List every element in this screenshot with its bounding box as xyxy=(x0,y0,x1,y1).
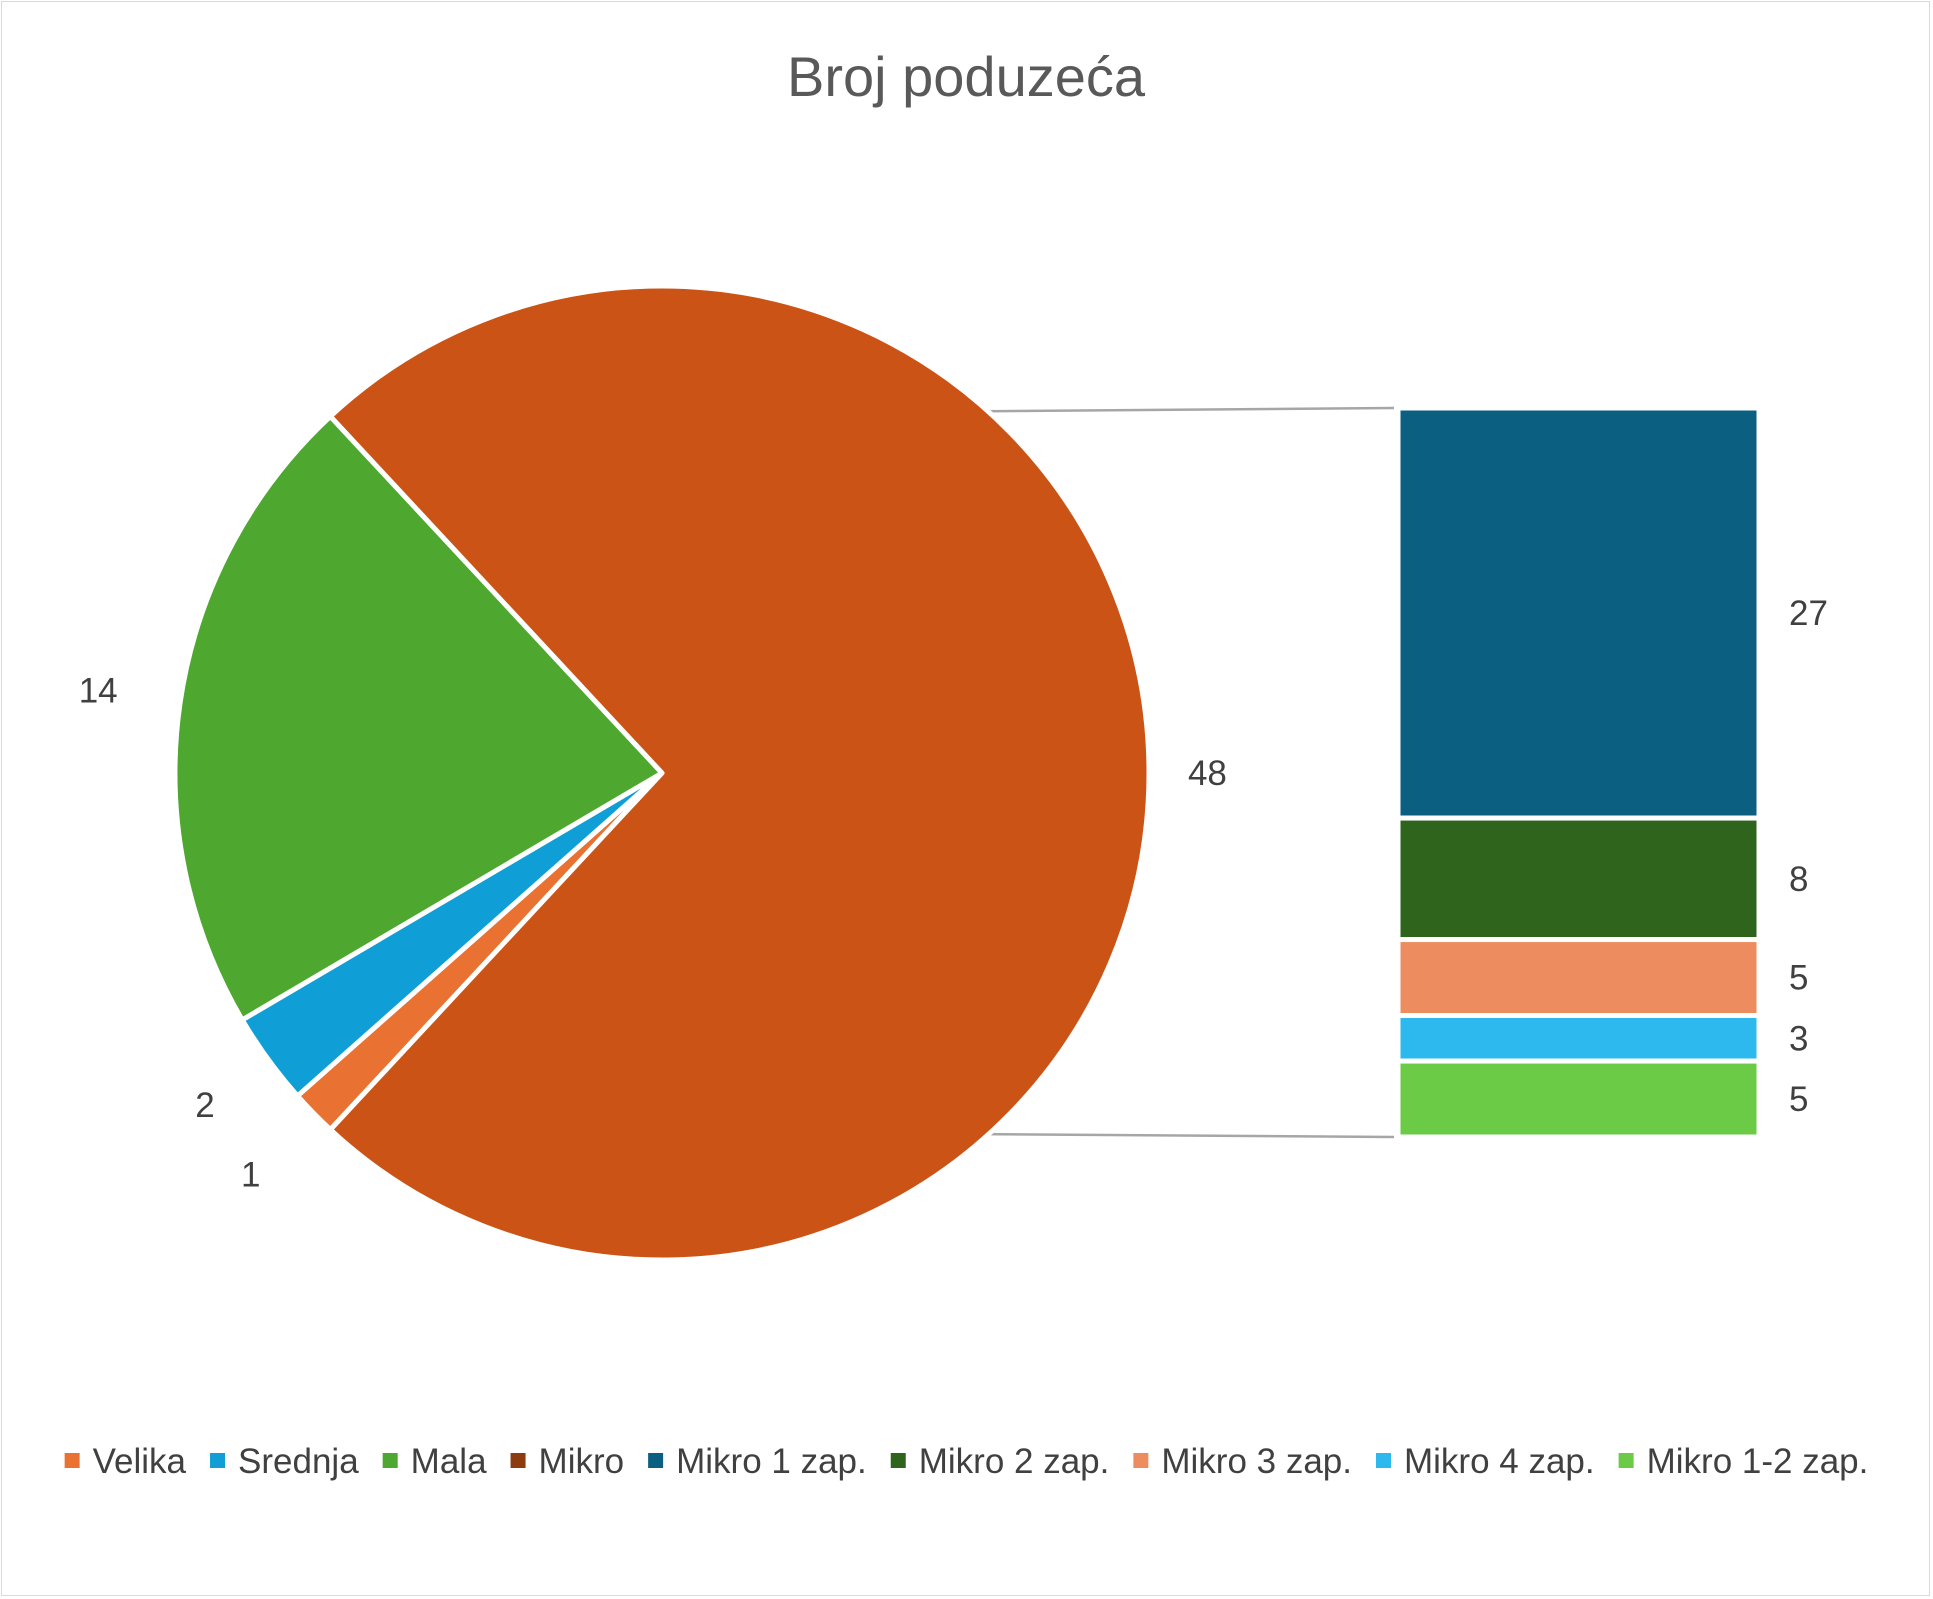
legend-item-mikro: Mikro xyxy=(510,1442,625,1481)
legend-swatch xyxy=(1375,1453,1391,1468)
legend-item-mikro-2-zap: Mikro 2 zap. xyxy=(890,1442,1110,1481)
pie-slice-mala xyxy=(172,413,665,1023)
legend-label: Mikro 1-2 zap. xyxy=(1647,1442,1869,1481)
legend-item-srednja: Srednja xyxy=(210,1442,359,1481)
legend-swatch xyxy=(1133,1453,1149,1468)
pie-slice-mikro xyxy=(327,283,1152,1263)
legend-item-mikro-3-zap: Mikro 3 zap. xyxy=(1133,1442,1352,1481)
chart-title: Broj poduzeća xyxy=(787,45,1146,108)
pie-label-mala: 14 xyxy=(79,672,118,711)
bar-segment-mikro-3-zap xyxy=(1395,937,1762,1018)
legend-label: Mikro 1 zap. xyxy=(676,1442,867,1481)
bar-label-mikro-1-zap: 27 xyxy=(1789,594,1828,633)
bar-label-mikro-4-zap: 3 xyxy=(1789,1019,1808,1058)
legend-item-mikro-1-2-zap: Mikro 1-2 zap. xyxy=(1618,1442,1869,1481)
legend-swatch xyxy=(382,1453,398,1468)
bar-data-labels: 27 8 5 3 5 xyxy=(1789,594,1828,1119)
pie-label-mikro: 48 xyxy=(1188,754,1227,793)
bar-segment-mikro-2-zap xyxy=(1395,815,1762,943)
stacked-bar xyxy=(1395,405,1762,1140)
legend-label: Mikro 2 zap. xyxy=(919,1442,1110,1481)
legend-item-mikro-4-zap: Mikro 4 zap. xyxy=(1375,1442,1595,1481)
legend-item-velika: Velika xyxy=(64,1442,187,1481)
legend-swatch xyxy=(510,1453,526,1468)
bar-segment-mikro-1-zap xyxy=(1395,405,1762,821)
bar-label-mikro-1-2-zap: 5 xyxy=(1789,1080,1808,1119)
legend-swatch xyxy=(1618,1453,1634,1468)
legend-swatch xyxy=(648,1453,664,1468)
legend-swatch xyxy=(890,1453,906,1468)
legend-label: Mikro xyxy=(539,1442,625,1481)
legend-label: Velika xyxy=(93,1442,187,1481)
legend: Velika Srednja Mala Mikro Mikro 1 zap. Mikro … xyxy=(64,1442,1869,1481)
legend-swatch xyxy=(64,1453,80,1468)
pie-label-velika: 1 xyxy=(241,1155,260,1194)
legend-label: Mikro 4 zap. xyxy=(1404,1442,1595,1481)
bar-segment-mikro-1-2-zap xyxy=(1395,1058,1762,1140)
pie-data-labels: 12 14 48 xyxy=(79,672,1227,1195)
legend-label: Srednja xyxy=(238,1442,359,1481)
pie-label-srednja: 2 xyxy=(195,1086,214,1125)
legend-label: Mikro 3 zap. xyxy=(1161,1442,1352,1481)
legend-label: Mala xyxy=(411,1442,487,1481)
pie xyxy=(172,283,1152,1263)
legend-item-mala: Mala xyxy=(382,1442,487,1481)
bar-segment-mikro-4-zap xyxy=(1395,1013,1762,1064)
bar-label-mikro-3-zap: 5 xyxy=(1789,959,1808,998)
legend-item-mikro-1-zap: Mikro 1 zap. xyxy=(648,1442,867,1481)
legend-swatch xyxy=(210,1453,226,1468)
bar-label-mikro-2-zap: 8 xyxy=(1789,860,1808,899)
